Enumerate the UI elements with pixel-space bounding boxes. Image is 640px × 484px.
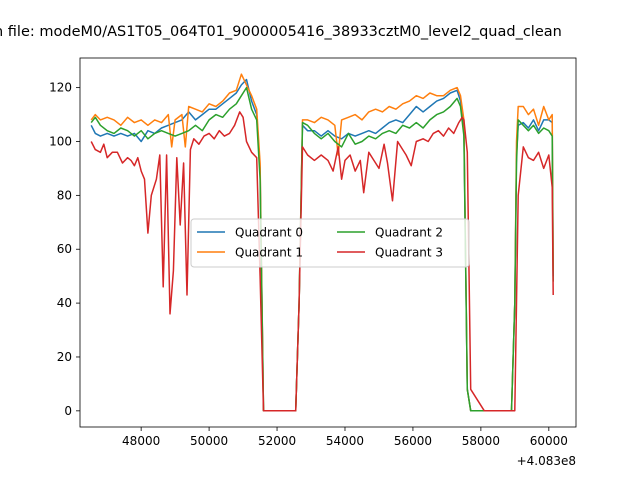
- axes: 48000 50000 52000 54000 56000 58000 60000 0 20 40…: [49, 57, 577, 448]
- y-tick-label: 40: [57, 296, 72, 310]
- x-tick-label: 50000: [190, 434, 228, 448]
- x-tick-label: 52000: [258, 434, 296, 448]
- y-tick-label: 100: [49, 134, 72, 148]
- legend-box: [190, 218, 470, 268]
- chart-title: n file: modeM0/AS1T05_064T01_9000005416_…: [0, 24, 562, 40]
- y-tick-label: 120: [49, 81, 72, 95]
- x-tick-label: 60000: [530, 434, 568, 448]
- y-tick-label: 0: [64, 404, 72, 418]
- legend-label: Quadrant 0: [235, 226, 303, 240]
- legend-label: Quadrant 1: [235, 246, 303, 260]
- x-tick-label: 56000: [394, 434, 432, 448]
- y-tick-label: 80: [57, 188, 72, 202]
- legend-label: Quadrant 2: [375, 226, 443, 240]
- y-tick-label: 20: [57, 350, 72, 364]
- x-tick-label: 48000: [122, 434, 160, 448]
- legend-label: Quadrant 3: [375, 246, 443, 260]
- x-tick-label: 54000: [326, 434, 364, 448]
- x-tick-label: 58000: [462, 434, 500, 448]
- plot-frame: [79, 57, 577, 428]
- y-tick-label: 60: [57, 242, 72, 256]
- legend: Quadrant 0 Quadrant 1 Quadrant 2 Quadrant 3: [190, 218, 470, 268]
- x-axis-offset-label: +4.083e8: [517, 454, 576, 468]
- series-line-quadrant-3: [90, 111, 554, 412]
